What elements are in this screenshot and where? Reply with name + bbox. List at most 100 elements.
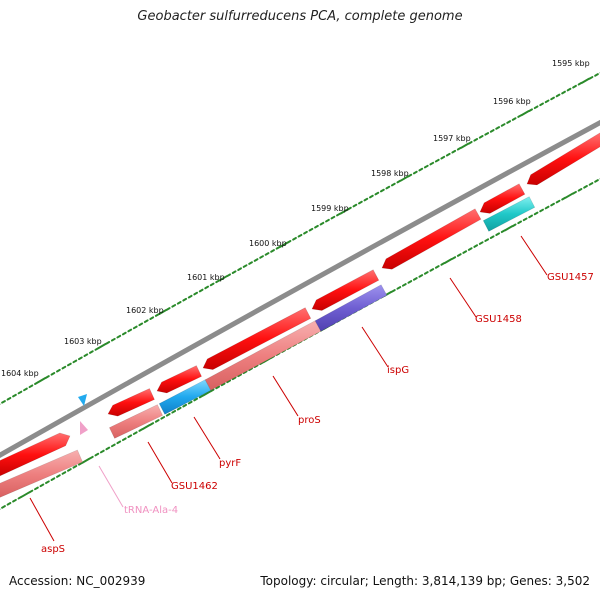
tick-mark — [308, 227, 314, 232]
tick-mark — [17, 390, 23, 395]
tick-mark — [259, 255, 264, 259]
tick-mark — [132, 431, 138, 435]
tick-mark — [37, 377, 47, 384]
tick-mark — [171, 304, 177, 308]
tick-mark — [495, 126, 501, 130]
tick-mark — [138, 322, 144, 327]
tick-mark — [220, 382, 226, 387]
tick-mark — [237, 373, 242, 378]
tick-mark — [539, 208, 544, 213]
tick-mark — [132, 325, 138, 330]
tick-mark — [50, 372, 56, 376]
cds-gsu1462 — [107, 388, 155, 417]
tick-mark — [533, 211, 539, 216]
tick-mark — [467, 140, 473, 145]
tick-mark — [275, 246, 281, 250]
tick-mark — [443, 257, 453, 264]
tick-mark — [176, 406, 182, 411]
tick-label-1596: 1596 kbp — [493, 97, 531, 106]
tick-mark — [237, 267, 242, 271]
tick-mark — [149, 422, 155, 426]
tick-mark — [363, 197, 369, 202]
leader-pros — [272, 375, 299, 417]
tick-mark — [72, 359, 78, 364]
tick-mark — [226, 379, 231, 384]
tick-mark — [154, 313, 160, 317]
tick-mark — [511, 223, 517, 228]
tick-mark — [577, 81, 583, 86]
tick-mark — [160, 416, 166, 420]
tick-mark — [17, 495, 23, 500]
tick-mark — [99, 449, 105, 454]
tick-label-1598: 1598 kbp — [371, 169, 409, 178]
tick-mark — [28, 489, 34, 494]
tick-mark — [270, 249, 275, 253]
gene-label-pros: proS — [298, 415, 321, 426]
tick-mark — [325, 218, 330, 223]
tick-mark — [460, 142, 470, 149]
tick-mark — [473, 138, 479, 142]
trna-marker-blue — [78, 394, 87, 406]
tick-mark — [34, 486, 39, 491]
tick-mark — [407, 280, 413, 284]
tick-marks — [0, 72, 600, 510]
tick-label-1603: 1603 kbp — [64, 337, 102, 346]
tick-label-1601: 1601 kbp — [187, 273, 225, 282]
tick-mark — [374, 191, 380, 196]
tick-mark — [445, 152, 451, 157]
tick-mark — [264, 252, 270, 256]
tick-mark — [292, 236, 297, 241]
tick-mark — [561, 196, 566, 201]
accession-label: Accession: NC_002939 — [9, 574, 146, 588]
leader-gsu1458 — [449, 277, 477, 318]
tick-mark — [434, 265, 440, 269]
tick-mark — [528, 214, 533, 219]
tick-mark — [121, 437, 127, 442]
tick-mark — [412, 170, 418, 175]
tick-mark — [456, 146, 462, 151]
tick-mark — [369, 194, 374, 199]
gene-label-ispg: ispG — [387, 365, 409, 376]
tick-mark — [242, 370, 248, 375]
tick-mark — [116, 440, 122, 445]
tick-mark — [399, 175, 409, 182]
tick-mark — [182, 297, 188, 302]
tick-mark — [187, 294, 193, 299]
tick-mark — [462, 250, 468, 254]
backbone-line — [0, 119, 600, 459]
tick-mark — [248, 261, 253, 265]
tick-mark — [56, 474, 61, 478]
tick-mark — [176, 300, 182, 305]
outer-tick-row — [0, 72, 600, 405]
tick-mark — [83, 353, 89, 357]
gene-label-gsu1462: GSU1462 — [171, 481, 218, 492]
tick-mark — [440, 155, 446, 160]
cds-ispg — [311, 269, 380, 311]
tick-mark — [77, 461, 83, 466]
tick-mark — [88, 455, 94, 460]
feature-gsu1457 — [482, 196, 536, 232]
tick-mark — [506, 120, 512, 124]
feature-asps — [0, 449, 83, 498]
tick-mark — [61, 365, 67, 370]
tick-mark — [34, 381, 39, 385]
tick-mark — [418, 274, 424, 278]
leader-ispg — [361, 326, 389, 368]
tick-mark — [550, 96, 555, 101]
tick-mark — [242, 264, 248, 268]
tick-mark — [116, 334, 122, 339]
tick-mark — [218, 275, 228, 282]
tick-mark — [500, 123, 506, 127]
tick-mark — [544, 205, 550, 210]
tick-mark — [231, 376, 237, 381]
backbone — [0, 119, 600, 459]
tick-mark — [588, 76, 594, 80]
tick-mark — [248, 367, 253, 372]
tick-mark — [226, 273, 231, 278]
tick-mark — [401, 283, 407, 287]
tick-mark — [165, 307, 171, 311]
topology-label: Topology: circular; Length: 3,814,139 bp… — [260, 574, 590, 588]
tick-mark — [110, 443, 116, 448]
tick-mark — [158, 309, 168, 315]
tick-mark — [517, 114, 523, 118]
